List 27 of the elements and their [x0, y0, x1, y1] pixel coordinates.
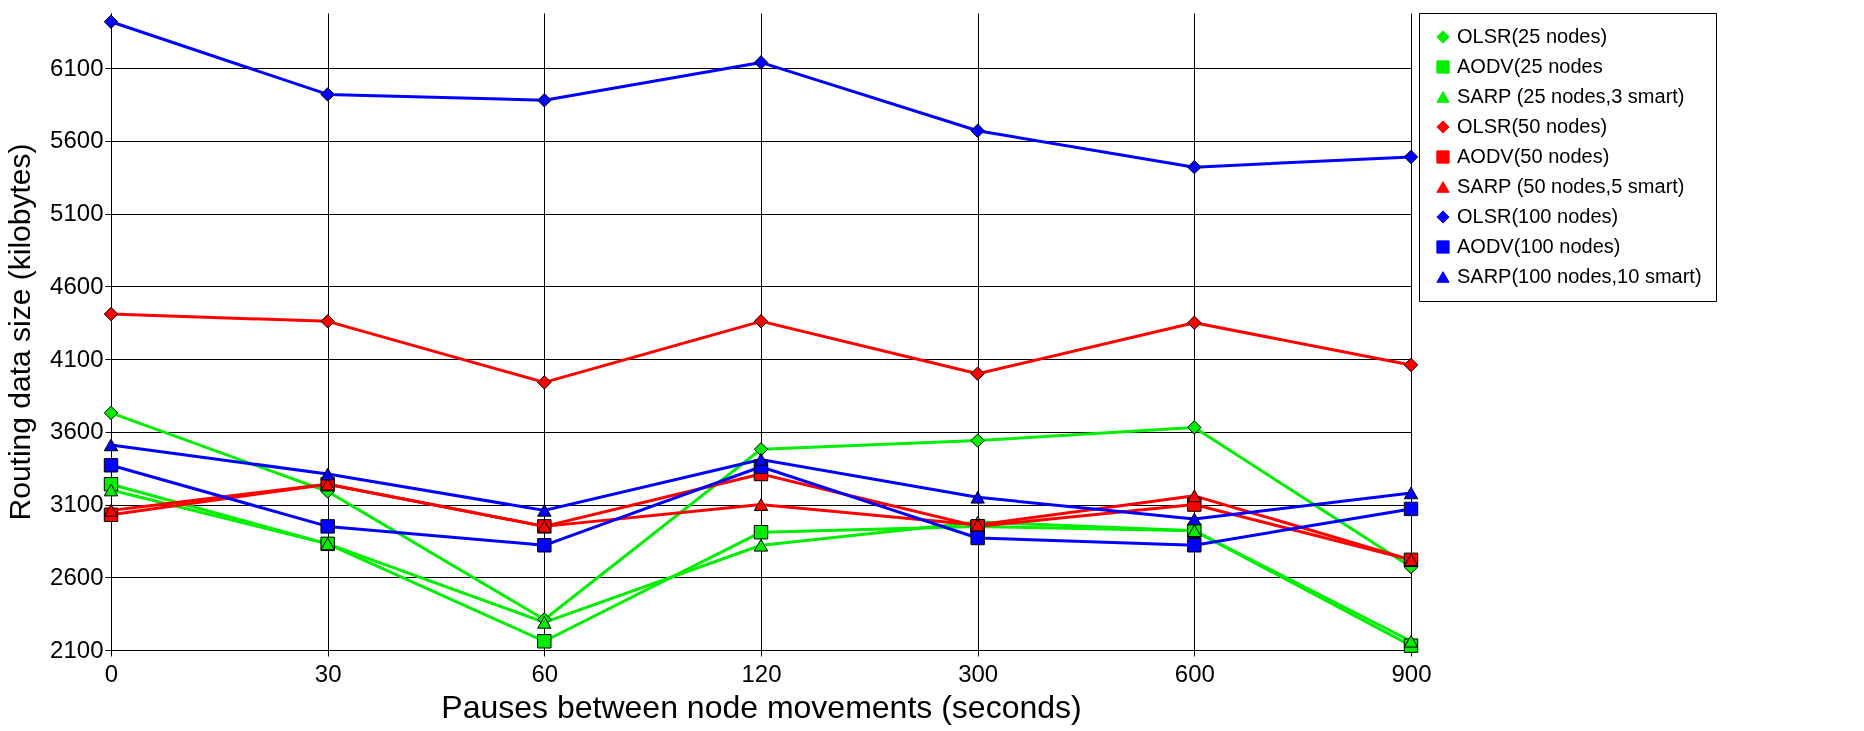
y-tick-label: 4600 — [50, 271, 104, 299]
x-tick-label: 30 — [314, 659, 342, 687]
legend-label: AODV(100 nodes) — [1457, 235, 1621, 257]
x-tick-label: 60 — [531, 659, 559, 687]
y-tick-label: 3600 — [50, 417, 104, 445]
x-tick-label: 900 — [1391, 659, 1432, 687]
y-tick-label: 6100 — [50, 53, 104, 81]
legend-label: SARP (25 nodes,3 smart) — [1457, 85, 1685, 107]
y-tick-label: 2100 — [50, 635, 104, 663]
legend-label: OLSR(100 nodes) — [1457, 205, 1619, 227]
y-tick-label: 4100 — [50, 344, 104, 372]
x-tick-label: 0 — [104, 659, 119, 687]
y-tick-label: 2600 — [50, 562, 104, 590]
legend-label: OLSR(25 nodes) — [1457, 25, 1608, 47]
legend-label: OLSR(50 nodes) — [1457, 115, 1608, 137]
y-tick-label: 5600 — [50, 126, 104, 154]
y-tick-label: 3100 — [50, 490, 104, 518]
legend-label: AODV(25 nodes — [1457, 55, 1603, 77]
y-axis-title: Routing data size (kilobytes) — [3, 143, 37, 521]
x-tick-label: 600 — [1174, 659, 1215, 687]
legend-label: SARP(100 nodes,10 smart) — [1457, 265, 1702, 287]
legend-label: SARP (50 nodes,5 smart) — [1457, 175, 1685, 197]
legend-label: AODV(50 nodes) — [1457, 145, 1610, 167]
x-tick-label: 300 — [958, 659, 999, 687]
x-axis-title: Pauses between node movements (seconds) — [441, 688, 1082, 725]
x-tick-label: 120 — [741, 659, 782, 687]
y-tick-label: 5100 — [50, 199, 104, 227]
